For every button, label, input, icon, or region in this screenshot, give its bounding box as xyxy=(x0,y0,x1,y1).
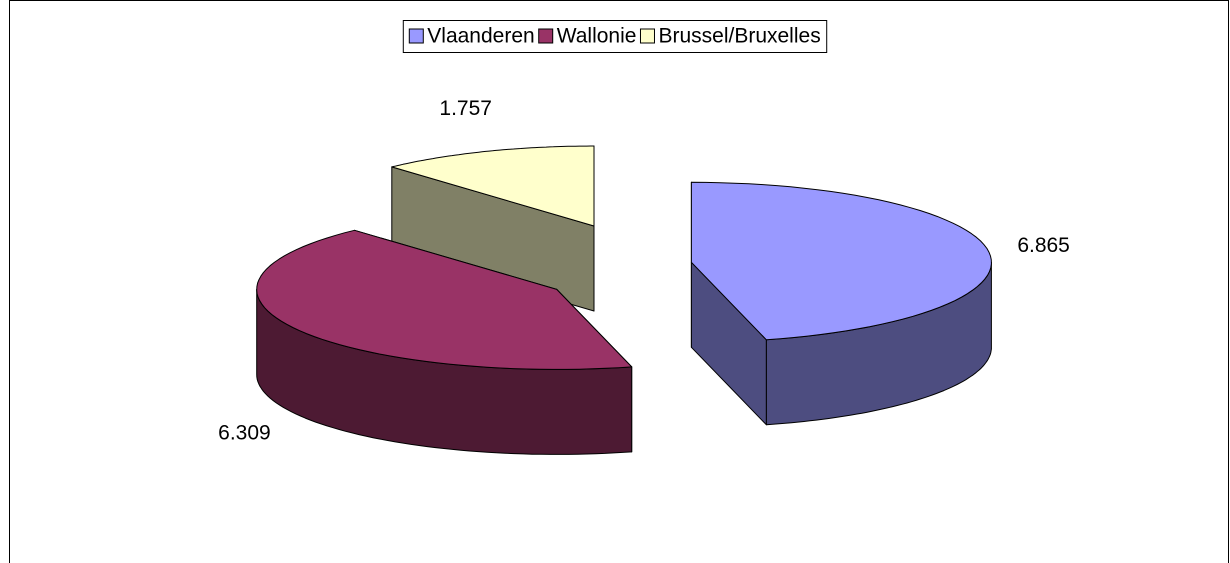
slice-top xyxy=(256,229,633,370)
legend-swatch xyxy=(538,28,554,44)
legend-box xyxy=(402,20,828,53)
slice xyxy=(690,181,992,426)
legend: Vlaanderen Wallonie Brussel/Bruxelles xyxy=(402,20,828,53)
slice xyxy=(391,145,595,312)
legend-label: Brussel/Bruxelles xyxy=(658,25,820,48)
data-label: 1.757 xyxy=(439,97,492,120)
data-label: 6.309 xyxy=(218,421,271,444)
legend-label: Wallonie xyxy=(557,25,637,48)
chart-frame xyxy=(9,0,1229,563)
legend-label: Vlaanderen xyxy=(427,25,534,48)
data-label: 6.865 xyxy=(1017,234,1070,257)
slice-top xyxy=(690,181,992,341)
slice xyxy=(256,229,633,455)
slice-top xyxy=(391,145,595,227)
legend-swatch xyxy=(408,28,424,44)
legend-swatch xyxy=(639,28,655,44)
